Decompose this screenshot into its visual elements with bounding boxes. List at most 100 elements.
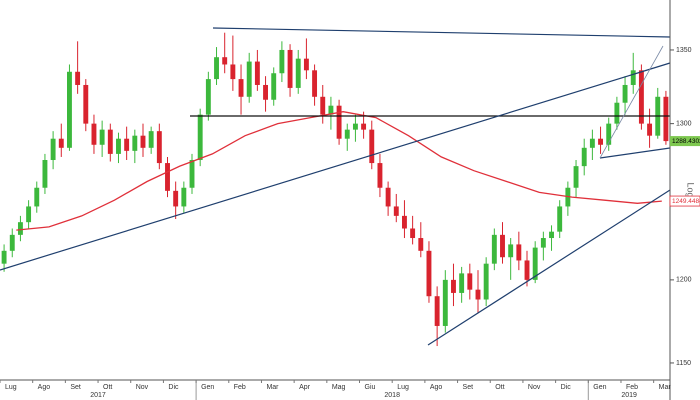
candle-body: [336, 105, 342, 139]
x-tick-label: Mar: [659, 384, 672, 391]
candle-body: [50, 138, 56, 161]
candle-body: [320, 96, 326, 115]
candle-body: [589, 138, 595, 148]
candle-body: [91, 123, 97, 145]
candle-body: [410, 228, 416, 239]
candle-body: [598, 138, 603, 145]
candle-body: [393, 206, 399, 216]
x-tick-label: Gen: [593, 384, 606, 391]
candle-body: [426, 250, 432, 297]
candle-body: [459, 273, 465, 293]
candle-body: [369, 129, 375, 164]
candle-body: [189, 160, 195, 188]
candle-body: [418, 238, 424, 251]
x-tick-label: Feb: [234, 384, 246, 391]
candle-body: [516, 244, 522, 261]
candle-body: [140, 135, 146, 148]
candle-body: [467, 273, 473, 290]
x-tick-label: Mag: [332, 384, 346, 391]
ma-price-label: 1249.4484: [672, 198, 700, 205]
candle-body: [442, 279, 448, 326]
candle-body: [557, 206, 563, 232]
candle-body: [9, 234, 15, 251]
candle-body: [246, 61, 252, 97]
x-tick-label: Gen: [201, 384, 214, 391]
candle-body: [238, 79, 244, 97]
candle-body: [663, 96, 669, 142]
candle-body: [361, 123, 367, 130]
candle-body: [352, 123, 358, 130]
candle-body: [58, 138, 64, 148]
y-axis-label: Log: [686, 182, 696, 197]
candle-body: [540, 238, 546, 248]
candle-body: [67, 71, 72, 148]
x-tick-label: Ago: [38, 384, 51, 391]
candle-body: [173, 190, 179, 207]
candle-body: [107, 129, 113, 154]
candle-body: [124, 138, 130, 151]
candle-body: [42, 160, 48, 188]
x-tick-label: Ott: [495, 384, 504, 391]
candle-body: [508, 244, 514, 258]
candle-body: [263, 84, 268, 100]
x-tick-label: Feb: [626, 384, 638, 391]
candle-body: [230, 64, 236, 80]
candle-body: [26, 206, 32, 223]
candle-body: [630, 70, 636, 85]
trend-line: [599, 45, 664, 159]
candle-body: [606, 123, 612, 145]
candle-body: [205, 79, 211, 115]
plot-area: [1, 32, 669, 347]
candle-body: [181, 187, 187, 207]
candle-body: [116, 138, 121, 154]
candle-body: [402, 215, 407, 229]
candle-body: [83, 84, 89, 124]
x-tick-label: Ott: [103, 384, 112, 391]
candle-body: [328, 105, 334, 115]
last-price-box: [670, 136, 700, 147]
x-tick-label: Dic: [561, 384, 572, 391]
trend-line: [427, 189, 671, 346]
candle-body: [573, 166, 579, 188]
trend-line: [0, 62, 671, 271]
ma-price-box: [669, 195, 700, 207]
year-label: 2017: [90, 392, 106, 399]
candle-body: [222, 57, 228, 65]
trend-line: [212, 27, 671, 38]
x-tick-label: Lug: [5, 384, 17, 391]
candle-body: [385, 187, 391, 207]
y-tick-label: 1200: [676, 277, 692, 284]
candle-body: [271, 73, 277, 100]
candle-body: [434, 296, 440, 326]
trend-line: [599, 147, 671, 159]
y-tick-label: 1300: [676, 120, 692, 127]
candle-body: [532, 247, 538, 280]
candle-body: [295, 58, 301, 88]
candle-body: [99, 129, 105, 145]
x-tick-label: Apr: [299, 384, 311, 391]
candle-body: [483, 263, 489, 300]
candle-body: [148, 131, 154, 148]
x-tick-label: Lug: [397, 384, 409, 391]
candle-body: [614, 102, 620, 124]
candle-body: [581, 147, 587, 167]
x-tick-label: Dic: [168, 384, 179, 391]
last-price-label: 1288.4302: [672, 138, 700, 145]
candle-body: [344, 129, 350, 139]
candle-body: [647, 123, 653, 136]
y-tick-label: 1350: [676, 47, 692, 54]
axes: 1150 1200 1300 1350 Lug Ago Set Ott Nov Dic 2017 Ge…: [0, 47, 700, 400]
candle-body: [254, 61, 260, 85]
candle-body: [214, 57, 219, 80]
candle-body: [451, 279, 456, 293]
candle-body: [279, 49, 285, 74]
candle-body: [524, 260, 530, 280]
candle-body: [622, 84, 628, 103]
x-tick-label: Nov: [528, 384, 541, 391]
year-label: 2019: [621, 392, 637, 399]
candle-body: [303, 58, 309, 71]
candle-body: [156, 131, 162, 164]
candle-body: [34, 187, 40, 207]
